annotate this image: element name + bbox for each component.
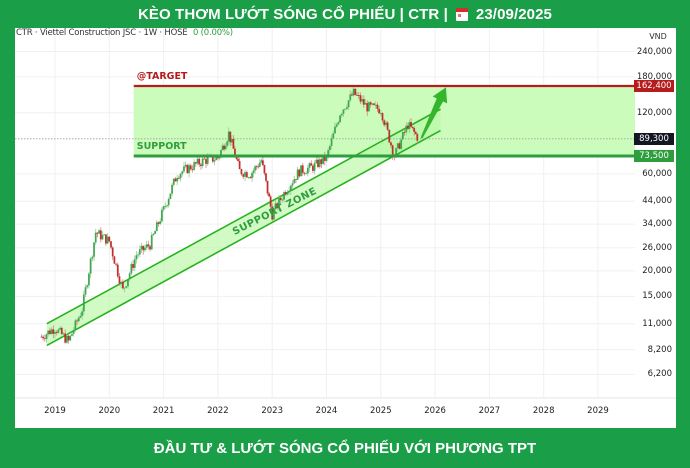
time-axis-tick: 2029 bbox=[587, 406, 609, 416]
time-axis-tick: 2025 bbox=[369, 406, 392, 416]
time-axis-tick: 2020 bbox=[98, 406, 121, 416]
chart-panel[interactable]: CTR · Viettel Construction JSC · 1W · HO… bbox=[15, 28, 676, 428]
time-axis-tick: 2024 bbox=[315, 406, 338, 416]
price-axis-tick: 44,000 bbox=[642, 196, 672, 207]
time-axis-tick: 2021 bbox=[152, 406, 175, 416]
title-date: 23/09/2025 bbox=[475, 5, 552, 23]
time-axis-tick: 2027 bbox=[478, 406, 501, 416]
price-axis-tick: 240,000 bbox=[636, 46, 672, 57]
currency-selector[interactable]: VND bbox=[640, 28, 676, 45]
target-label: @TARGET bbox=[136, 71, 188, 82]
price-axis-tick: 120,000 bbox=[636, 107, 672, 118]
time-axis-tick: 2022 bbox=[207, 406, 229, 416]
price-axis-tick: 8,200 bbox=[647, 344, 672, 355]
price-axis-tick: 15,000 bbox=[642, 291, 672, 302]
footer-banner: ĐẦU TƯ & LƯỚT SÓNG CỔ PHIẾU VỚI PHƯƠNG T… bbox=[0, 428, 690, 468]
price-axis-tick: 6,200 bbox=[647, 369, 672, 380]
current-price-tag: 89,300 bbox=[634, 132, 674, 145]
price-axis-tick: 180,000 bbox=[636, 71, 672, 82]
price-axis-tick: 26,000 bbox=[642, 242, 672, 253]
time-axis-tick: 2026 bbox=[424, 406, 446, 416]
price-axis-tick: 11,000 bbox=[642, 318, 672, 329]
price-axis-tick: 20,000 bbox=[642, 265, 672, 276]
symbol-info: CTR · Viettel Construction JSC · 1W · HO… bbox=[16, 28, 188, 38]
support-label: SUPPORT bbox=[136, 141, 187, 152]
target-price-tag: 162,400 bbox=[634, 80, 674, 92]
price-chart[interactable] bbox=[15, 28, 676, 428]
price-axis-tick: 60,000 bbox=[642, 168, 672, 179]
price-axis-tick: 34,000 bbox=[642, 219, 672, 230]
change-value: 0 (0.00%) bbox=[192, 28, 233, 38]
support-zone-channel bbox=[46, 109, 441, 346]
footer-text: ĐẦU TƯ & LƯỚT SÓNG CỔ PHIẾU VỚI PHƯƠNG T… bbox=[153, 439, 537, 457]
target-arrow-icon bbox=[420, 87, 448, 139]
calendar-icon bbox=[455, 7, 468, 21]
time-axis-tick: 2023 bbox=[261, 406, 284, 416]
symbol-legend: CTR · Viettel Construction JSC · 1W · HO… bbox=[15, 28, 233, 38]
title-text: KÈO THƠM LƯỚT SÓNG CỔ PHIẾU | CTR | bbox=[137, 5, 448, 23]
support-price-tag: 73,500 bbox=[634, 150, 674, 162]
time-axis-tick: 2028 bbox=[532, 406, 555, 416]
title-bar: KÈO THƠM LƯỚT SÓNG CỔ PHIẾU | CTR | 23/0… bbox=[0, 0, 690, 28]
time-axis-tick: 2019 bbox=[44, 406, 66, 416]
